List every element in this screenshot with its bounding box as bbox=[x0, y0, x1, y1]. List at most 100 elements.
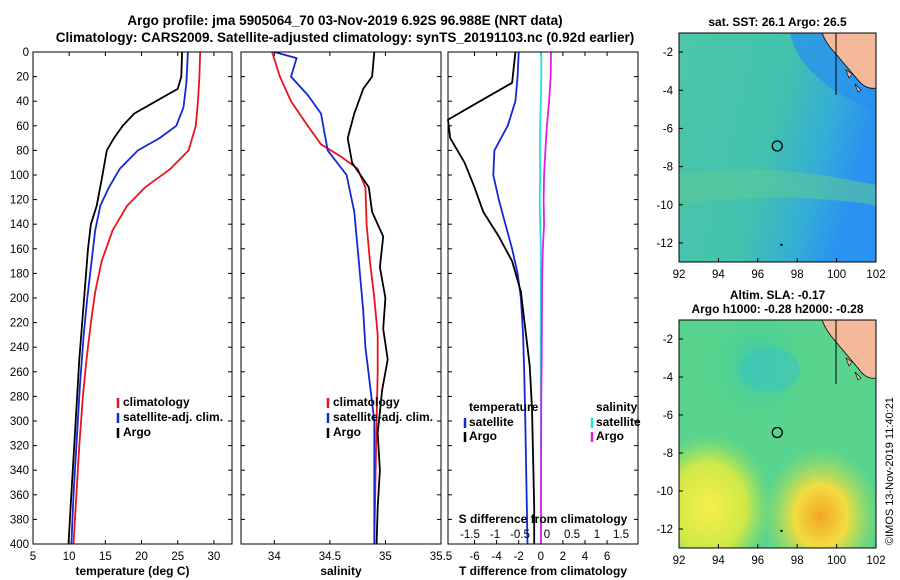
difference-series-3 bbox=[540, 51, 552, 544]
sla-map-title-1: Argo h1000: -0.28 h2000: -0.28 bbox=[691, 302, 863, 316]
temperature-legend-label-0: climatology bbox=[123, 395, 190, 409]
diff-s-tick-label-4: 0.5 bbox=[564, 529, 580, 541]
sla-map-low-patch bbox=[740, 348, 800, 392]
salinity-xtick-label-34.5: 34.5 bbox=[319, 551, 341, 563]
sla-map-xtick-label-98: 98 bbox=[791, 555, 804, 567]
depth-tick-label-100: 100 bbox=[10, 170, 29, 182]
diff-s-tick-label-1: -1 bbox=[490, 529, 500, 541]
diff-legend-right-label-2: Argo bbox=[596, 429, 624, 443]
temperature-series-0 bbox=[72, 51, 202, 545]
sst-map-title-0: sat. SST: 26.1 Argo: 26.5 bbox=[708, 15, 847, 29]
salinity-xtick-label-35: 35 bbox=[379, 551, 392, 563]
temperature-xtick-label-10: 10 bbox=[63, 551, 76, 563]
salinity-xtick-label-35.5: 35.5 bbox=[430, 551, 452, 563]
sla-map-ytick-label--10: -10 bbox=[656, 486, 673, 498]
difference-series-1 bbox=[447, 51, 536, 544]
temperature-xtick-label-20: 20 bbox=[135, 551, 148, 563]
diff-s-tick-label-3: 0 bbox=[544, 529, 550, 541]
difference-xtick-label-6: 6 bbox=[604, 551, 610, 563]
sst-island-2 bbox=[854, 83, 862, 93]
figure-title-line-1: Argo profile: jma 5905064_70 03-Nov-2019… bbox=[127, 13, 562, 28]
depth-tick-label-220: 220 bbox=[10, 318, 29, 330]
salinity-legend-label-0: climatology bbox=[333, 395, 400, 409]
salinity-xtick-label-34: 34 bbox=[268, 551, 281, 563]
diff-s-tick-label-5: 1 bbox=[594, 529, 600, 541]
sst-map-xtick-label-100: 100 bbox=[827, 269, 846, 281]
sst-map-ytick-label--8: -8 bbox=[663, 162, 673, 174]
sla-map-xtick-label-102: 102 bbox=[866, 555, 885, 567]
salinity-series-2 bbox=[346, 51, 389, 545]
difference-xtick-label-2: 2 bbox=[560, 551, 566, 563]
sla-map-xtick-label-100: 100 bbox=[827, 555, 846, 567]
salinity-legend-label-1: satellite-adj. clim. bbox=[333, 410, 433, 424]
sst-small-island-dot bbox=[780, 243, 783, 247]
difference-panel: -6 -4 -2 0 2 4 6T difference from climatologyt… bbox=[447, 51, 641, 578]
sla-island-2 bbox=[854, 371, 862, 381]
depth-tick-label-340: 340 bbox=[10, 465, 29, 477]
sla-map-xtick-label-96: 96 bbox=[751, 555, 764, 567]
depth-tick-label-140: 140 bbox=[10, 219, 29, 231]
temperature-xlabel: temperature (deg C) bbox=[75, 564, 189, 578]
temperature-frame bbox=[32, 51, 233, 545]
salinity-legend-label-2: Argo bbox=[333, 425, 361, 439]
difference-xlabel: T difference from climatology bbox=[459, 564, 627, 578]
difference-xtick-label-0: 0 bbox=[538, 551, 544, 563]
diff-s-tick-label-6: 1.5 bbox=[613, 529, 629, 541]
salinity-series-0 bbox=[271, 51, 379, 545]
sst-island-1 bbox=[845, 69, 853, 79]
depth-tick-label-200: 200 bbox=[10, 293, 29, 305]
diff-top-label: S difference from climatology bbox=[459, 512, 628, 526]
sla-profile-marker bbox=[771, 426, 783, 439]
depth-tick-label-400: 400 bbox=[10, 539, 29, 551]
figure-title-line-2: Climatology: CARS2009. Satellite-adjuste… bbox=[56, 30, 634, 45]
diff-legend-right-label-0: salinity bbox=[596, 400, 638, 414]
depth-tick-label-320: 320 bbox=[10, 441, 29, 453]
sst-map-xtick-label-94: 94 bbox=[712, 269, 725, 281]
diff-s-tick-label-2: -0.5 bbox=[510, 529, 530, 541]
sla-map-xtick-label-92: 92 bbox=[673, 555, 686, 567]
temperature-xtick-label-25: 25 bbox=[171, 551, 184, 563]
sst-map-xtick-label-98: 98 bbox=[791, 269, 804, 281]
sst-map-ytick-label--10: -10 bbox=[656, 200, 673, 212]
depth-tick-label-60: 60 bbox=[16, 121, 29, 133]
depth-tick-label-380: 380 bbox=[10, 514, 29, 526]
temperature-xtick-label-30: 30 bbox=[208, 551, 221, 563]
sst-map-axes: sat. SST: 26.1 Argo: 26.5 92 94 96 98 100 102 -… bbox=[656, 15, 885, 281]
sla-map-ytick-label--12: -12 bbox=[656, 524, 673, 536]
depth-tick-label-260: 260 bbox=[10, 367, 29, 379]
sla-map-title-0: Altim. SLA: -0.17 bbox=[730, 288, 826, 302]
sst-map-xtick-label-92: 92 bbox=[673, 269, 686, 281]
temperature-legend-label-1: satellite-adj. clim. bbox=[123, 410, 223, 424]
sst-map-ytick-label--2: -2 bbox=[663, 47, 673, 59]
sst-warm-band bbox=[679, 169, 876, 205]
depth-tick-label-280: 280 bbox=[10, 391, 29, 403]
diff-legend-left-label-2: Argo bbox=[469, 429, 497, 443]
temperature-panel: 0 20 40 60 80 100 120 140 160 180 200 220 240 260 280 3… bbox=[10, 47, 233, 578]
difference-xtick-label--2: -2 bbox=[514, 551, 524, 563]
temperature-xtick-label-15: 15 bbox=[99, 551, 112, 563]
sst-map-ytick-label--6: -6 bbox=[663, 123, 673, 135]
sst-map bbox=[679, 33, 876, 262]
temperature-legend-label-2: Argo bbox=[123, 425, 151, 439]
sst-profile-marker bbox=[771, 140, 783, 152]
salinity-frame bbox=[240, 51, 442, 545]
sla-map bbox=[679, 320, 876, 548]
depth-tick-label-300: 300 bbox=[10, 416, 29, 428]
sla-island-1 bbox=[845, 357, 853, 367]
difference-xtick-label--6: -6 bbox=[469, 551, 479, 563]
sla-small-island-dot bbox=[780, 529, 783, 533]
depth-tick-label-20: 20 bbox=[16, 72, 29, 84]
difference-xtick-label-4: 4 bbox=[582, 551, 589, 563]
salinity-xlabel: salinity bbox=[320, 564, 362, 578]
sst-map-ytick-label--4: -4 bbox=[663, 85, 674, 97]
sst-map-xtick-label-96: 96 bbox=[751, 269, 764, 281]
depth-tick-label-180: 180 bbox=[10, 268, 29, 280]
depth-tick-label-80: 80 bbox=[16, 145, 29, 157]
depth-tick-label-360: 360 bbox=[10, 490, 29, 502]
temperature-xtick-label-5: 5 bbox=[30, 551, 36, 563]
sst-map-ytick-label--12: -12 bbox=[656, 238, 673, 250]
sla-map-frame bbox=[678, 319, 877, 549]
sst-map-xtick-label-102: 102 bbox=[866, 269, 885, 281]
